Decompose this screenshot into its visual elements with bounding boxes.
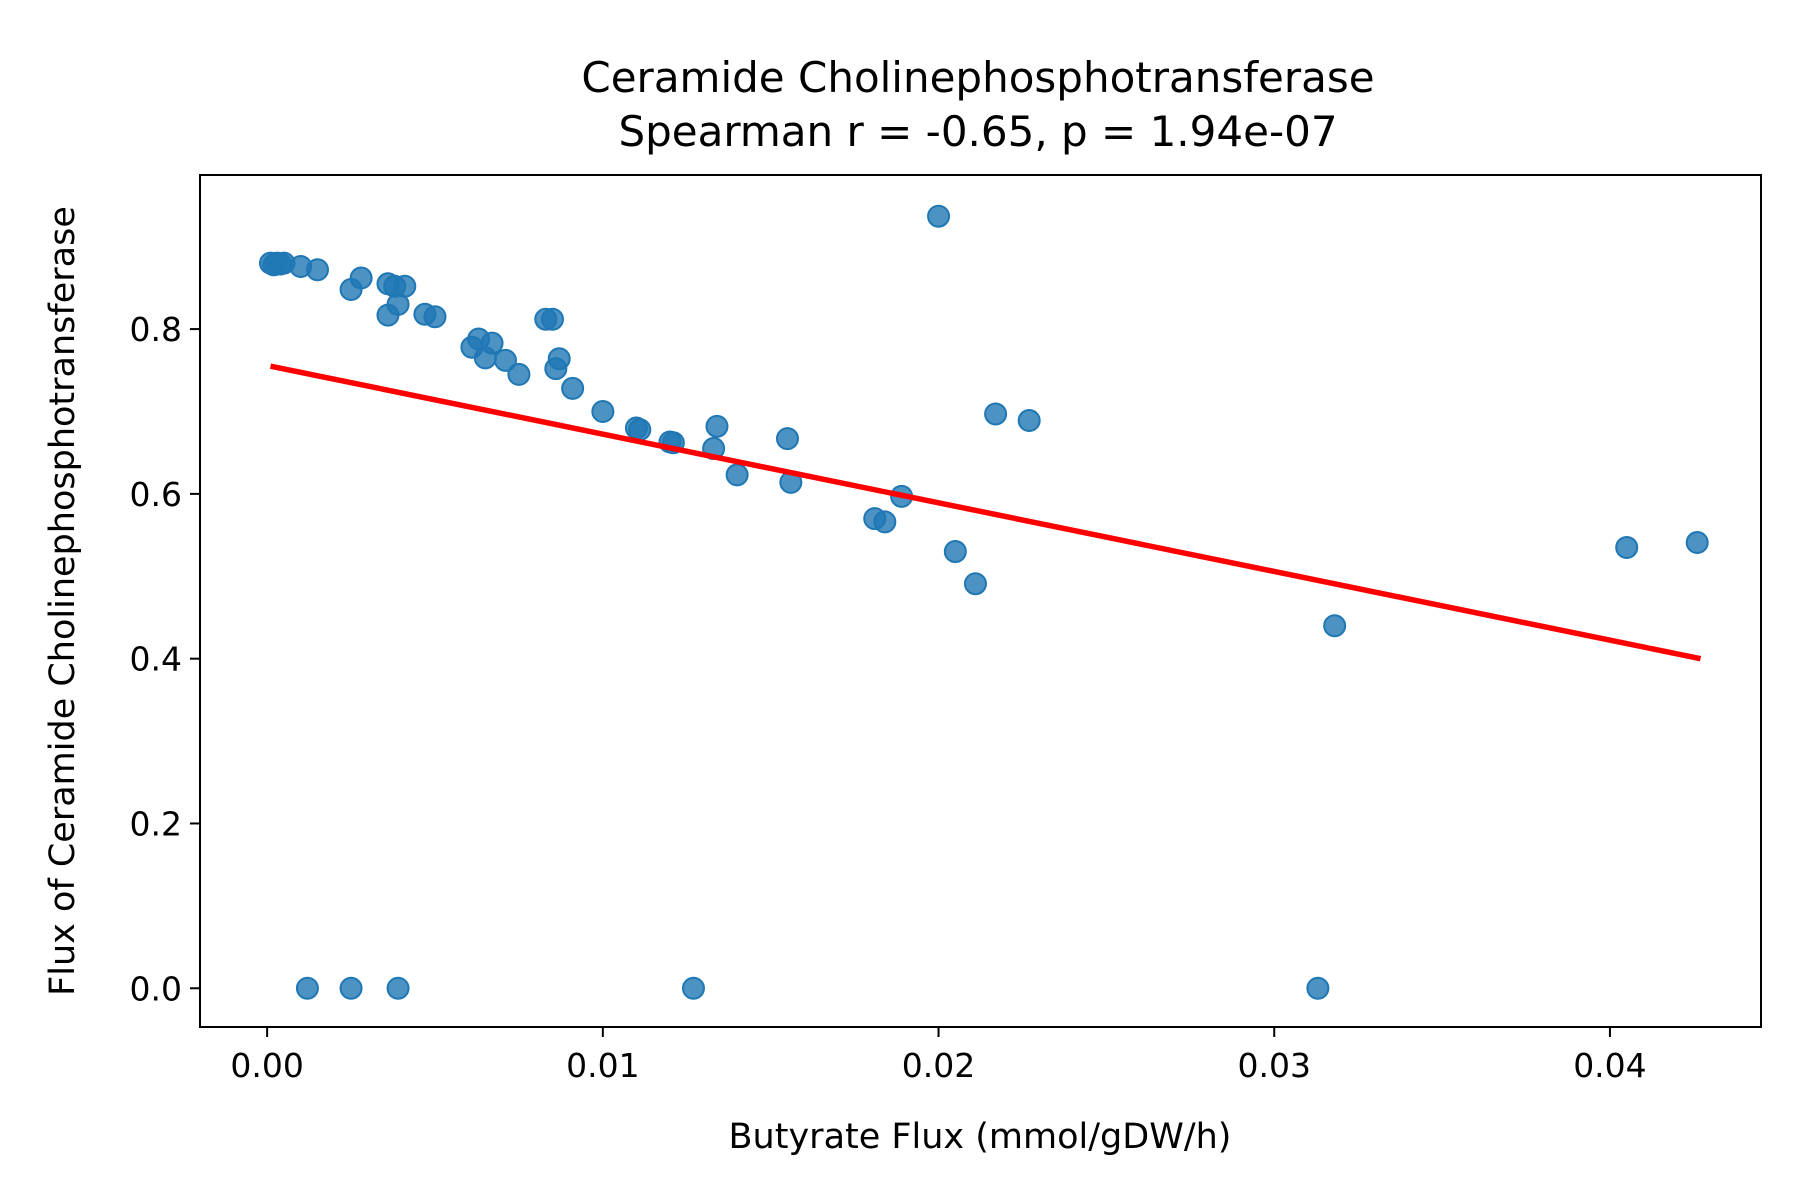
data-point <box>775 427 799 451</box>
data-point <box>628 418 652 442</box>
points-layer <box>259 204 1709 1000</box>
y-axis-ticks: 0.0 0.2 0.4 0.6 0.8 <box>130 310 200 1008</box>
data-point <box>725 463 749 487</box>
x-tick-label: 0.04 <box>1573 1046 1646 1085</box>
x-axis-ticks: 0.00 0.01 0.02 0.03 0.04 <box>230 1027 1647 1085</box>
x-tick-label: 0.03 <box>1237 1046 1310 1085</box>
data-point <box>943 540 967 564</box>
data-point <box>295 976 319 1000</box>
regression-line <box>269 363 1702 662</box>
y-tick-label: 0.0 <box>130 969 182 1008</box>
data-point <box>1323 614 1347 638</box>
data-point <box>480 331 504 355</box>
data-point <box>963 572 987 596</box>
data-point <box>1615 535 1639 559</box>
y-tick-label: 0.4 <box>130 640 182 679</box>
plot-background <box>200 175 1761 1027</box>
x-tick-label: 0.01 <box>566 1046 639 1085</box>
x-tick-label: 0.02 <box>902 1046 975 1085</box>
data-point <box>507 362 531 386</box>
trend-layer <box>269 363 1702 662</box>
data-point <box>540 307 564 331</box>
x-tick-label: 0.00 <box>230 1046 303 1085</box>
data-point <box>1306 976 1330 1000</box>
data-point <box>423 305 447 329</box>
data-point <box>1685 531 1709 554</box>
plot-frame <box>199 174 1762 1028</box>
chart-subtitle: Spearman r = -0.65, p = 1.94e-07 <box>618 107 1337 156</box>
data-point <box>705 414 729 438</box>
data-point <box>547 347 571 371</box>
data-point <box>984 402 1008 426</box>
y-tick-label: 0.2 <box>130 804 182 843</box>
data-point <box>681 976 705 1000</box>
data-point <box>591 399 615 423</box>
data-point <box>561 376 585 400</box>
y-tick-label: 0.8 <box>130 310 182 349</box>
data-point <box>376 303 400 327</box>
data-point <box>1017 409 1041 433</box>
chart-title: Ceramide Cholinephosphotransferase <box>581 53 1374 102</box>
data-point <box>493 348 517 372</box>
x-axis-label: Butyrate Flux (mmol/gDW/h) <box>729 1117 1232 1157</box>
data-point <box>305 258 329 282</box>
plot-area <box>200 175 1761 1027</box>
data-point <box>339 976 363 1000</box>
y-tick-label: 0.6 <box>130 475 182 514</box>
data-point <box>927 204 951 228</box>
data-point <box>386 976 410 1000</box>
data-point <box>349 266 373 290</box>
y-axis-label: Flux of Ceramide Cholinephosphotransfera… <box>43 206 83 996</box>
data-point <box>873 510 897 534</box>
